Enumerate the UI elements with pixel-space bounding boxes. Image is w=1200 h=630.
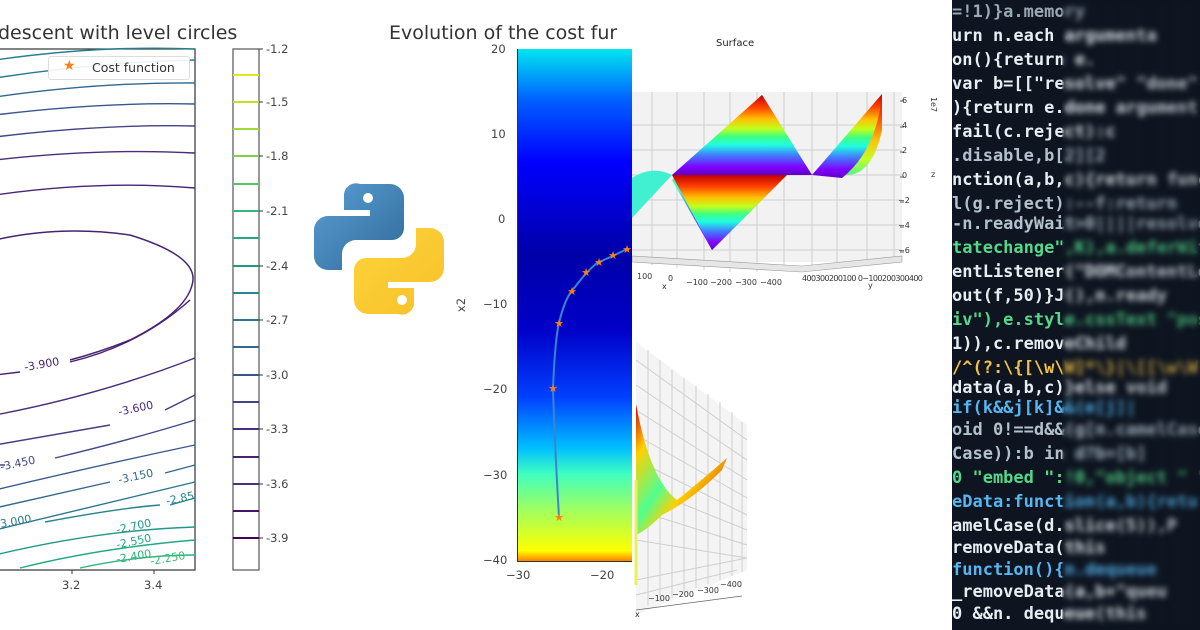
svg-text:★: ★ <box>594 256 604 269</box>
colorbar-tick: -1.5 <box>266 95 289 109</box>
svg-text:★: ★ <box>622 243 632 256</box>
x-tick: −100 <box>686 278 708 287</box>
contour-title: descent with level circles <box>0 22 238 44</box>
colorbar-tick: -2.1 <box>266 204 289 218</box>
y-tick: 10 <box>491 127 506 141</box>
x-tick: 0 <box>668 274 674 283</box>
heatmap-panel: Evolution of the cost fur ★ ★ ★ ★ ★ ★ ★ … <box>380 0 632 630</box>
colorbar-tick: -1.2 <box>266 42 289 56</box>
z-scale: 1e7 <box>929 96 939 113</box>
contour-panel: descent with level circles <box>0 0 300 630</box>
z-axis-label: z <box>931 170 936 179</box>
z-tick: 4 <box>902 121 908 130</box>
y-axis-label: x2 <box>454 297 469 313</box>
legend-label: Cost function <box>92 60 175 75</box>
x-tick: −100 <box>648 594 670 603</box>
surface-panel: Surface <box>632 0 952 630</box>
z-tick: 2 <box>902 146 908 155</box>
colorbar-tick: -3.0 <box>266 368 289 382</box>
x-tick: 3.4 <box>144 578 163 592</box>
surface-plot-2 <box>634 342 748 615</box>
x-tick: −200 <box>710 278 732 287</box>
x-tick: −300 <box>735 278 757 287</box>
surface-title: Surface <box>716 38 755 49</box>
python-logo-icon <box>314 183 444 315</box>
svg-text:★: ★ <box>548 382 558 395</box>
colorbar-tick: -2.4 <box>266 259 289 273</box>
svg-text:★: ★ <box>554 317 564 330</box>
x-axis-label: x <box>635 610 640 619</box>
x-axis-label: x <box>662 282 667 291</box>
y-tick: 0 <box>498 212 506 226</box>
y-tick: −10 <box>483 297 508 311</box>
z-tick: −2 <box>898 196 910 205</box>
descent-path: ★ ★ ★ ★ ★ ★ ★ ★ <box>548 243 632 524</box>
code-line: =!1)}a.memory <box>952 2 1086 22</box>
svg-text:★: ★ <box>567 285 577 298</box>
surface-plot <box>632 92 904 273</box>
y-axis-label: y <box>868 281 873 290</box>
colorbar-tick: -2.7 <box>266 313 289 327</box>
y-ticks: 400300200100 0−100200300400 <box>802 274 923 283</box>
y-tick: −30 <box>483 468 508 482</box>
code-panel: =!1)}a.memory urn n.each argumenta on(){… <box>952 0 1200 630</box>
contour-legend: ★ Cost function <box>48 56 190 80</box>
y-tick: −20 <box>483 382 508 396</box>
svg-text:★: ★ <box>608 249 618 262</box>
y-tick: 20 <box>491 42 506 56</box>
legend-star-icon: ★ <box>63 58 76 74</box>
x-tick: −400 <box>720 580 742 589</box>
x-tick: −20 <box>590 568 615 582</box>
x-tick: −200 <box>672 590 694 599</box>
x-tick: 3.2 <box>62 578 81 592</box>
z-tick: 6 <box>902 96 908 105</box>
colorbar-tick: -3.6 <box>266 477 289 491</box>
x-tick: 100 <box>637 272 653 281</box>
x-tick: −300 <box>697 586 719 595</box>
colorbar-tick: -3.3 <box>266 422 289 436</box>
z-tick: −4 <box>898 221 910 230</box>
z-tick: 0 <box>902 171 908 180</box>
contour-plot <box>0 47 263 574</box>
x-tick: −30 <box>506 568 531 582</box>
colorbar-tick: -1.8 <box>266 149 289 163</box>
z-tick: −6 <box>898 246 910 255</box>
heatmap-title: Evolution of the cost fur <box>389 22 618 44</box>
svg-text:★: ★ <box>554 511 564 524</box>
code-blur-overlay <box>1062 0 1200 630</box>
svg-text:★: ★ <box>581 266 591 279</box>
x-tick: −400 <box>760 278 782 287</box>
code-line: on(){return e. <box>952 50 1096 70</box>
heatmap-area <box>517 49 632 562</box>
colorbar-tick: -3.9 <box>266 531 289 545</box>
y-tick: −40 <box>483 553 508 567</box>
